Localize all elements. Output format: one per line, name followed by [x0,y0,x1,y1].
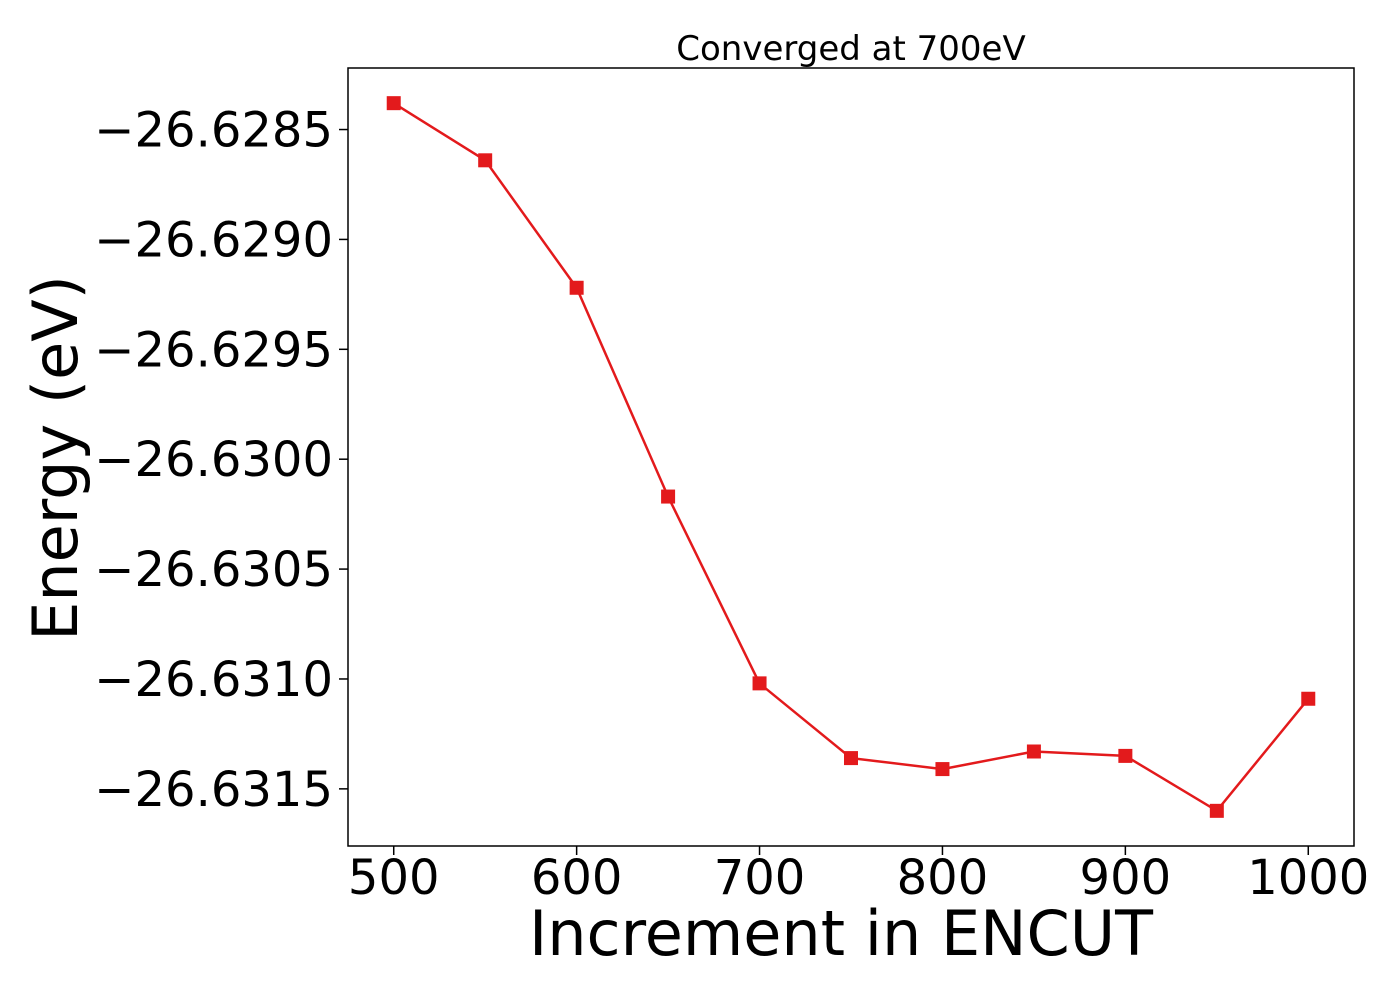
data-point [661,489,676,504]
y-tick-label: −26.6290 [94,212,333,268]
series-line [393,102,1310,813]
y-axis-label: Energy (eV) [19,275,92,641]
y-tick-label: −26.6295 [94,322,333,378]
x-tick-label: 900 [1080,850,1172,906]
x-axis-ticks: 500 600 700 800 900 1000 [348,846,1369,906]
y-tick-label: −26.6315 [94,762,333,818]
plot-frame [347,67,1355,847]
data-point [1026,744,1041,759]
y-tick-label: −26.6285 [94,103,333,159]
data-point [935,762,950,777]
data-point [386,96,401,111]
data-point [752,676,767,691]
chart-title: Converged at 700eV [676,29,1025,69]
x-tick-label: 600 [531,850,623,906]
y-tick-label: −26.6310 [94,652,333,708]
x-tick-label: 800 [897,850,989,906]
y-tick-label: −26.6300 [94,432,333,488]
data-point [478,153,493,168]
data-point [569,280,584,295]
x-tick-label: 500 [348,850,440,906]
x-axis-label: Increment in ENCUT [529,897,1154,970]
data-point [844,751,858,766]
y-axis-ticks: −26.6285 −26.6290 −26.6295 −26.6300 −26.6305… [94,103,348,818]
series-layer [386,96,1316,818]
data-point [1118,748,1133,763]
x-tick-label: 700 [714,850,806,906]
data-point [1209,803,1224,818]
y-tick-label: −26.6305 [94,542,333,598]
x-tick-label: 1000 [1247,850,1369,906]
data-point [1301,691,1316,706]
